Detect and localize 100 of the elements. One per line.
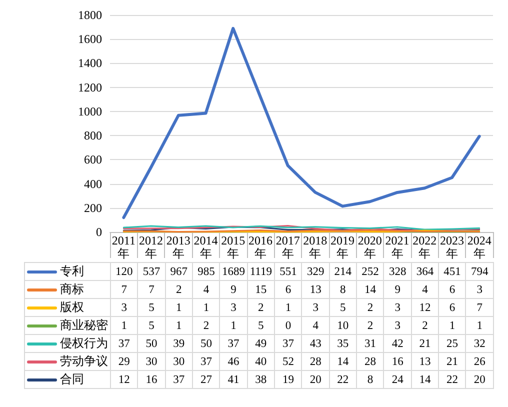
- y-tick-label: 1200: [78, 80, 102, 94]
- data-label: 364: [411, 262, 439, 280]
- data-label: 37: [165, 370, 193, 388]
- data-label: 1: [110, 316, 138, 334]
- data-label: 13: [302, 280, 330, 298]
- data-label: 1689: [220, 262, 248, 280]
- data-label: 14: [356, 280, 384, 298]
- data-label: 5: [138, 316, 166, 334]
- data-label: 50: [138, 334, 166, 352]
- data-label: 28: [356, 352, 384, 370]
- x-tick-label: 2018年: [303, 234, 328, 260]
- data-label: 3: [302, 298, 330, 316]
- data-label: 3: [384, 316, 412, 334]
- x-tick-label: 2023年: [440, 234, 464, 260]
- data-label: 28: [302, 352, 330, 370]
- data-label: 46: [220, 352, 248, 370]
- data-label: 15: [247, 280, 275, 298]
- data-label: 2: [192, 316, 220, 334]
- data-label: 120: [110, 262, 138, 280]
- data-label: 985: [192, 262, 220, 280]
- data-label: 2: [356, 298, 384, 316]
- data-label: 27: [192, 370, 220, 388]
- data-label: 37: [220, 334, 248, 352]
- y-tick-label: 1400: [78, 56, 102, 70]
- data-label: 10: [329, 316, 357, 334]
- data-label: 32: [466, 334, 494, 352]
- data-label: 4: [411, 280, 439, 298]
- legend-label: 合同: [60, 372, 84, 386]
- data-label: 4: [192, 280, 220, 298]
- x-tick-label: 2016年: [248, 234, 272, 260]
- data-label: 1: [165, 298, 193, 316]
- legend-label: 商业秘密: [60, 318, 108, 332]
- x-tick-label: 2020年: [358, 234, 382, 260]
- data-label: 7: [110, 280, 138, 298]
- data-label: 3: [110, 298, 138, 316]
- data-label: 1119: [247, 262, 275, 280]
- data-label: 38: [247, 370, 275, 388]
- data-label: 16: [384, 352, 412, 370]
- x-tick-label: 2014年: [194, 234, 218, 260]
- data-label: 39: [165, 334, 193, 352]
- data-label: 5: [329, 298, 357, 316]
- data-label: 7: [466, 298, 494, 316]
- data-label: 22: [329, 370, 357, 388]
- data-label: 14: [329, 352, 357, 370]
- data-label: 1: [438, 316, 466, 334]
- data-label: 3: [466, 280, 494, 298]
- data-label: 42: [384, 334, 412, 352]
- data-label: 328: [384, 262, 412, 280]
- data-label: 2: [411, 316, 439, 334]
- y-tick-label: 1600: [78, 32, 102, 46]
- data-label: 19: [274, 370, 302, 388]
- data-label: 37: [192, 352, 220, 370]
- data-label: 967: [165, 262, 193, 280]
- data-label: 41: [220, 370, 248, 388]
- data-label: 0: [274, 316, 302, 334]
- data-label: 8: [329, 280, 357, 298]
- x-tick-label: 2013年: [166, 234, 190, 260]
- data-label: 40: [247, 352, 275, 370]
- data-label: 35: [329, 334, 357, 352]
- data-label: 37: [110, 334, 138, 352]
- x-tick-label: 2024年: [467, 234, 492, 260]
- data-label: 1: [192, 298, 220, 316]
- data-label: 1: [165, 316, 193, 334]
- data-label: 12: [110, 370, 138, 388]
- legend-label: 版权: [60, 300, 84, 314]
- data-label: 20: [302, 370, 330, 388]
- data-label: 252: [356, 262, 384, 280]
- data-label: 1: [274, 298, 302, 316]
- data-label: 537: [138, 262, 166, 280]
- data-label: 1: [466, 316, 494, 334]
- data-label: 9: [384, 280, 412, 298]
- data-label: 6: [274, 280, 302, 298]
- data-label: 2: [247, 298, 275, 316]
- data-label: 30: [138, 352, 166, 370]
- x-tick-label: 2022年: [412, 234, 437, 260]
- data-label: 21: [438, 352, 466, 370]
- data-label: 329: [302, 262, 330, 280]
- data-label: 5: [138, 298, 166, 316]
- x-tick-label: 2019年: [330, 234, 355, 260]
- y-tick-label: 600: [84, 152, 102, 167]
- x-tick-label: 2017年: [276, 234, 300, 260]
- data-label: 21: [411, 334, 439, 352]
- data-label: 2: [356, 316, 384, 334]
- data-label: 12: [411, 298, 439, 316]
- data-label: 9: [220, 280, 248, 298]
- data-label: 29: [110, 352, 138, 370]
- data-label: 37: [274, 334, 302, 352]
- data-label: 16: [138, 370, 166, 388]
- data-label: 49: [247, 334, 275, 352]
- data-label: 20: [466, 370, 494, 388]
- data-label: 6: [438, 298, 466, 316]
- x-tick-label: 2021年: [385, 234, 410, 260]
- data-label: 214: [329, 262, 357, 280]
- data-label: 30: [165, 352, 193, 370]
- data-label: 794: [466, 262, 494, 280]
- data-label: 551: [274, 262, 302, 280]
- legend-label: 侵权行为: [60, 336, 108, 350]
- x-tick-label: 2012年: [139, 234, 164, 260]
- data-label: 8: [356, 370, 384, 388]
- data-label: 6: [438, 280, 466, 298]
